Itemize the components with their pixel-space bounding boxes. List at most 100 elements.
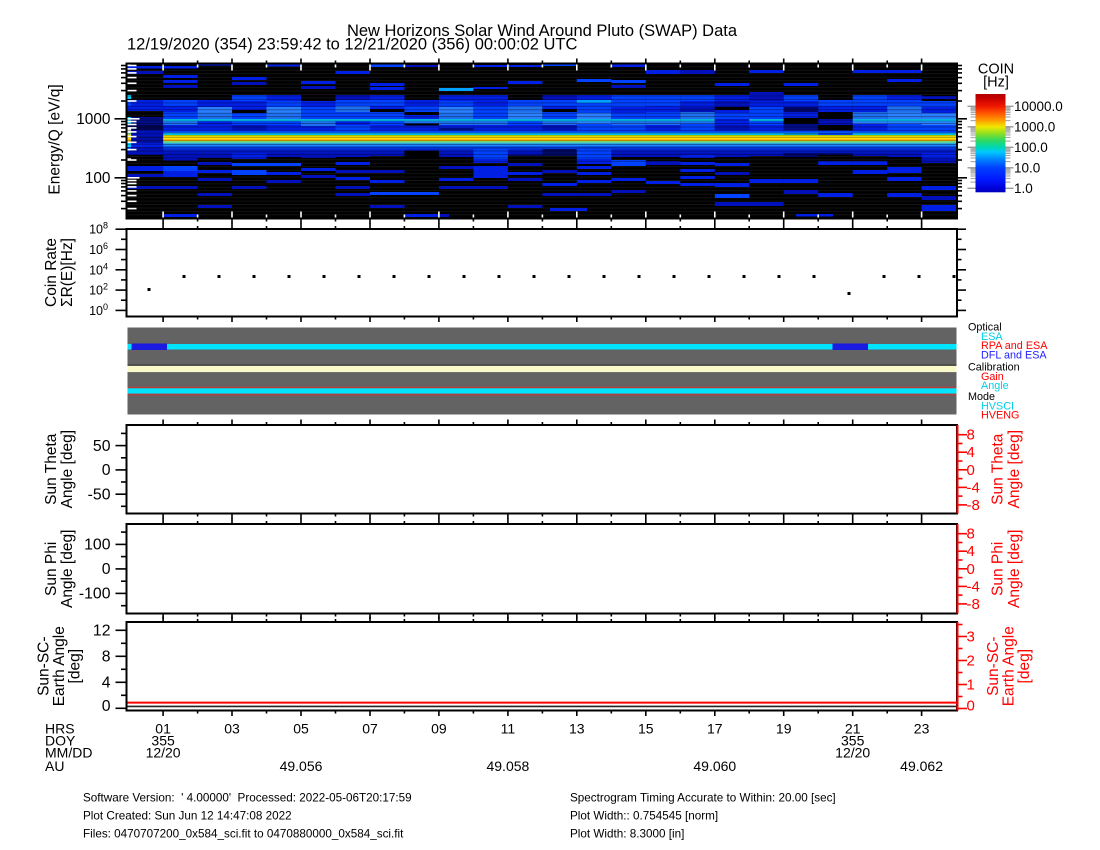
svg-text:12: 12 bbox=[93, 623, 111, 640]
svg-text:8: 8 bbox=[103, 221, 108, 231]
svg-text:4: 4 bbox=[967, 444, 975, 461]
svg-text:-4: -4 bbox=[967, 479, 980, 496]
svg-text:0: 0 bbox=[102, 462, 111, 479]
svg-text:49.058: 49.058 bbox=[486, 758, 529, 774]
svg-text:15: 15 bbox=[638, 721, 654, 737]
svg-text:07: 07 bbox=[362, 721, 378, 737]
svg-text:[deg]: [deg] bbox=[67, 649, 84, 683]
svg-text:0: 0 bbox=[967, 462, 975, 479]
svg-text:4: 4 bbox=[103, 261, 108, 271]
svg-text:10: 10 bbox=[89, 284, 103, 298]
svg-text:05: 05 bbox=[293, 721, 309, 737]
svg-text:49.056: 49.056 bbox=[280, 758, 323, 774]
svg-text:[deg]: [deg] bbox=[1016, 649, 1033, 683]
svg-text:DFL and ESA: DFL and ESA bbox=[981, 349, 1047, 361]
svg-text:New Horizons Solar Wind Around: New Horizons Solar Wind Around Pluto (SW… bbox=[347, 22, 738, 40]
svg-text:Mode: Mode bbox=[968, 391, 995, 403]
svg-text:Sun Phi: Sun Phi bbox=[990, 542, 1007, 596]
svg-text:Gain: Gain bbox=[981, 371, 1004, 383]
svg-text:[Hz]: [Hz] bbox=[983, 75, 1009, 91]
svg-text:100.0: 100.0 bbox=[1014, 140, 1048, 155]
svg-text:RPA and ESA: RPA and ESA bbox=[981, 340, 1048, 352]
svg-text:0: 0 bbox=[967, 561, 975, 578]
svg-text:03: 03 bbox=[224, 721, 240, 737]
svg-text:COIN: COIN bbox=[978, 62, 1014, 78]
svg-text:Plot Width: 8.3000 [in]: Plot Width: 8.3000 [in] bbox=[570, 828, 684, 841]
svg-text:4: 4 bbox=[967, 543, 975, 560]
svg-text:12/19/2020 (354) 23:59:42 to 1: 12/19/2020 (354) 23:59:42 to 12/21/2020 … bbox=[127, 36, 577, 54]
svg-text:Angle [deg]: Angle [deg] bbox=[1006, 530, 1023, 608]
svg-text:0: 0 bbox=[967, 698, 975, 715]
svg-text:-50: -50 bbox=[88, 487, 111, 504]
svg-text:8: 8 bbox=[967, 427, 975, 444]
svg-text:10: 10 bbox=[89, 243, 103, 257]
svg-text:10: 10 bbox=[89, 304, 103, 318]
svg-text:Calibration: Calibration bbox=[968, 362, 1020, 374]
svg-text:Sun Theta: Sun Theta bbox=[990, 433, 1007, 505]
svg-text:Software Version: ' 4.00000': Software Version: ' 4.00000' Processed: … bbox=[83, 792, 412, 805]
svg-text:Spectrogram Timing Accurate to: Spectrogram Timing Accurate to Within: 2… bbox=[570, 792, 836, 805]
svg-text:21: 21 bbox=[845, 721, 861, 737]
svg-text:1000: 1000 bbox=[76, 111, 110, 128]
svg-text:1.0: 1.0 bbox=[1014, 181, 1033, 196]
svg-text:12/20: 12/20 bbox=[146, 745, 181, 761]
svg-text:8: 8 bbox=[102, 649, 111, 666]
svg-text:ΣR(E)[Hz]: ΣR(E)[Hz] bbox=[59, 238, 76, 307]
svg-text:Energy/Q [eV/q]: Energy/Q [eV/q] bbox=[47, 84, 64, 194]
svg-text:-100: -100 bbox=[79, 586, 111, 603]
svg-text:1: 1 bbox=[967, 677, 975, 694]
svg-text:Earth Angle: Earth Angle bbox=[51, 626, 68, 706]
svg-text:Angle [deg]: Angle [deg] bbox=[59, 430, 76, 508]
svg-text:2: 2 bbox=[967, 653, 975, 670]
svg-text:09: 09 bbox=[431, 721, 447, 737]
svg-text:0: 0 bbox=[103, 302, 108, 312]
svg-text:Angle [deg]: Angle [deg] bbox=[1006, 430, 1023, 508]
svg-text:19: 19 bbox=[776, 721, 792, 737]
svg-text:6: 6 bbox=[103, 241, 108, 251]
svg-text:0: 0 bbox=[102, 698, 111, 715]
svg-text:49.062: 49.062 bbox=[900, 758, 943, 774]
svg-text:Angle: Angle bbox=[981, 380, 1009, 392]
svg-text:ESA: ESA bbox=[981, 331, 1003, 343]
svg-text:12/20: 12/20 bbox=[835, 745, 870, 761]
svg-text:8: 8 bbox=[967, 526, 975, 543]
svg-text:1000.0: 1000.0 bbox=[1014, 119, 1055, 134]
svg-text:-8: -8 bbox=[967, 497, 980, 514]
svg-text:Files: 0470707200_0x584_sci.fi: Files: 0470707200_0x584_sci.fit to 04708… bbox=[83, 828, 404, 841]
svg-text:100: 100 bbox=[84, 537, 111, 554]
svg-text:Plot Created: Sun Jun 12 14:47: Plot Created: Sun Jun 12 14:47:08 2022 bbox=[83, 810, 292, 823]
svg-text:4: 4 bbox=[102, 675, 111, 692]
svg-text:355: 355 bbox=[151, 733, 175, 749]
svg-text:11: 11 bbox=[501, 721, 516, 737]
svg-text:17: 17 bbox=[707, 721, 723, 737]
svg-text:MM/DD: MM/DD bbox=[45, 745, 92, 761]
svg-text:Sun-SC-: Sun-SC- bbox=[985, 636, 1002, 695]
svg-text:10: 10 bbox=[89, 263, 103, 277]
svg-text:HRS: HRS bbox=[45, 721, 75, 737]
svg-text:2: 2 bbox=[103, 282, 108, 292]
svg-text:01: 01 bbox=[155, 721, 171, 737]
svg-text:355: 355 bbox=[841, 733, 865, 749]
svg-text:0: 0 bbox=[102, 561, 111, 578]
svg-text:50: 50 bbox=[93, 438, 111, 455]
svg-text:13: 13 bbox=[569, 721, 585, 737]
svg-text:Optical: Optical bbox=[968, 322, 1002, 334]
svg-text:-8: -8 bbox=[967, 596, 980, 613]
svg-text:Sun Theta: Sun Theta bbox=[43, 433, 60, 505]
svg-text:Sun-SC-: Sun-SC- bbox=[36, 636, 53, 695]
svg-text:23: 23 bbox=[914, 721, 930, 737]
svg-text:Earth Angle: Earth Angle bbox=[1001, 626, 1018, 706]
svg-text:DOY: DOY bbox=[45, 733, 76, 749]
svg-text:49.060: 49.060 bbox=[693, 758, 736, 774]
svg-text:Angle [deg]: Angle [deg] bbox=[59, 530, 76, 608]
svg-text:HVENG: HVENG bbox=[981, 410, 1019, 422]
svg-text:Coin Rate: Coin Rate bbox=[43, 238, 60, 307]
svg-text:10000.0: 10000.0 bbox=[1014, 99, 1063, 114]
svg-text:AU: AU bbox=[45, 758, 64, 774]
svg-text:Sun Phi: Sun Phi bbox=[43, 542, 60, 596]
svg-text:10: 10 bbox=[89, 223, 103, 237]
svg-text:HVSCI: HVSCI bbox=[981, 400, 1014, 412]
svg-text:Plot Width:: 0.754545 [norm]: Plot Width:: 0.754545 [norm] bbox=[570, 810, 718, 823]
svg-text:100: 100 bbox=[85, 170, 111, 187]
svg-text:10.0: 10.0 bbox=[1014, 160, 1040, 175]
